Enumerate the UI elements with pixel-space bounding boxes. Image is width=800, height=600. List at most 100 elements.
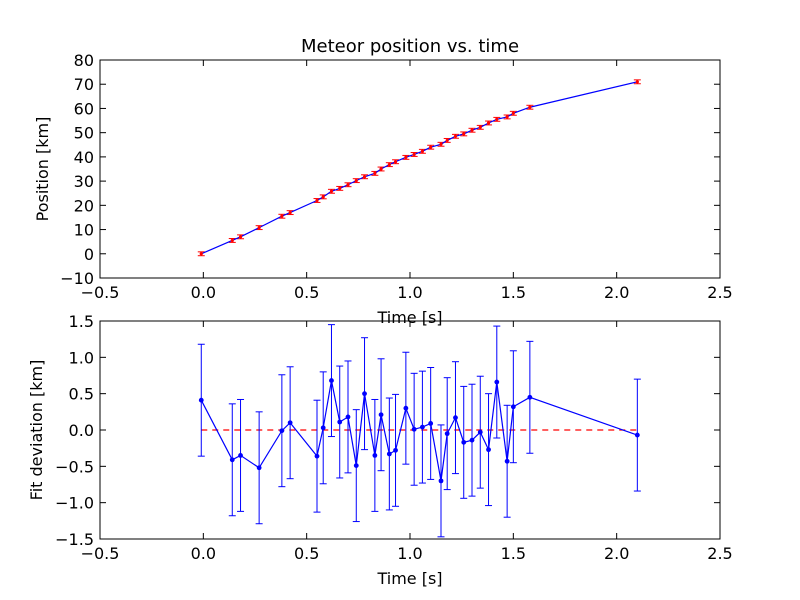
deviation-y-tick-label: 1.5 [69, 312, 94, 331]
deviation-x-tick-label: 1.5 [501, 544, 526, 563]
deviation-y-tick-label: −0.5 [55, 457, 94, 476]
deviation-data-point [510, 404, 516, 410]
deviation-y-tick-label: 1.0 [69, 348, 94, 367]
position-data-point [635, 80, 639, 84]
position-data-point [511, 111, 515, 115]
deviation-data-point [372, 453, 378, 458]
deviation-data-point [386, 451, 392, 457]
position-data-point [404, 155, 408, 159]
position-data-point [257, 226, 261, 230]
deviation-data-point [494, 379, 500, 385]
deviation-data-point [504, 458, 510, 464]
position-data-point [478, 125, 482, 129]
deviation-data-point [256, 465, 262, 471]
position-data-point [329, 189, 334, 193]
position-x-axis-label: Time [s] [376, 308, 442, 327]
deviation-data-point [420, 424, 425, 430]
position-data-point [505, 115, 509, 119]
position-data-point [439, 142, 443, 146]
position-y-tick-label: 10 [74, 221, 94, 240]
deviation-x-tick-label: 1.0 [397, 544, 422, 563]
position-data-point [230, 238, 234, 243]
deviation-x-tick-label: −0.5 [81, 544, 120, 563]
position-data-point [362, 175, 367, 179]
deviation-data-point [461, 439, 467, 445]
deviation-data-point [229, 457, 235, 463]
deviation-data-point [438, 478, 444, 484]
deviation-data-point [362, 391, 367, 397]
deviation-data-point [279, 428, 285, 434]
position-x-tick-label: 0.5 [294, 283, 319, 302]
deviation-data-point [287, 420, 293, 426]
deviation-data-point [314, 453, 320, 459]
position-data-point [354, 179, 358, 183]
position-data-point [495, 117, 499, 121]
position-data-point [379, 167, 383, 171]
position-x-tick-label: 2.0 [604, 283, 629, 302]
deviation-x-axis-label: Time [s] [376, 569, 442, 588]
deviation-data-point [411, 426, 417, 432]
deviation-y-axis-label: Fit deviation [km] [27, 360, 46, 501]
deviation-data-point [403, 405, 409, 411]
deviation-data-point [378, 412, 384, 418]
deviation-data-point [444, 431, 450, 437]
position-data-point [338, 186, 342, 190]
deviation-y-tick-label: 0.5 [69, 385, 94, 404]
deviation-data-point [329, 378, 334, 383]
deviation-data-point [477, 429, 483, 435]
position-y-tick-label: 70 [74, 75, 94, 94]
position-data-point [288, 211, 292, 215]
deviation-plot-frame [99, 320, 721, 540]
position-y-tick-label: 0 [84, 245, 94, 264]
deviation-data-point [469, 437, 475, 443]
position-y-tick-label: −10 [60, 269, 94, 288]
deviation-data-point [486, 447, 491, 453]
position-data-point [238, 235, 243, 239]
position-data-point [199, 252, 203, 256]
position-data-point [486, 121, 491, 125]
position-data-point [346, 183, 350, 187]
position-y-tick-label: 40 [74, 148, 94, 167]
position-data-point [470, 128, 474, 132]
deviation-x-tick-label: 0.0 [191, 544, 216, 563]
deviation-y-tick-label: −1.5 [55, 530, 94, 549]
deviation-data-point [393, 447, 398, 453]
deviation-subplot: −0.5 0.0 0.5 1.0 1.5 2.0 2.5 −1.5 −1.0 −0.5 0.0 0.5… [27, 312, 733, 588]
position-data-point [462, 132, 466, 136]
deviation-x-tick-label: 0.5 [294, 544, 319, 563]
position-y-axis-label: Position [km] [33, 117, 52, 222]
position-data-point [420, 149, 424, 153]
position-x-tick-label: −0.5 [81, 283, 120, 302]
deviation-x-tick-label: 2.0 [604, 544, 629, 563]
position-data-point [280, 214, 284, 218]
deviation-data-point [453, 415, 458, 421]
position-data-point [393, 160, 398, 164]
position-x-tick-label: 0.0 [191, 283, 216, 302]
position-data-point [412, 152, 416, 157]
deviation-data-point [527, 394, 533, 400]
position-y-tick-label: 50 [74, 124, 94, 143]
position-data-point [453, 134, 458, 138]
position-data-point [315, 198, 319, 203]
position-data-point [528, 105, 532, 109]
position-series-line [201, 81, 638, 255]
position-chart-title: Meteor position vs. time [301, 36, 519, 57]
deviation-data-point [320, 425, 326, 431]
deviation-y-tick-label: 0.0 [69, 421, 94, 440]
position-subplot: Meteor position vs. time −0.5 0.0 0.5 1.0 1.… [33, 36, 733, 327]
position-data-point [387, 163, 391, 167]
position-y-tick-label: 80 [74, 51, 94, 70]
position-plot-frame [99, 59, 721, 279]
deviation-data-point [337, 419, 343, 425]
position-data-point [321, 195, 325, 199]
deviation-series-line [200, 380, 638, 481]
position-y-tick-label: 30 [74, 172, 94, 191]
position-data-point [445, 138, 449, 143]
position-x-tick-label: 1.0 [397, 283, 422, 302]
deviation-data-point [345, 414, 351, 420]
position-x-tick-label: 1.5 [501, 283, 526, 302]
position-y-tick-label: 20 [74, 196, 94, 215]
position-data-point [429, 145, 433, 149]
deviation-y-tick-label: −1.0 [55, 494, 94, 513]
